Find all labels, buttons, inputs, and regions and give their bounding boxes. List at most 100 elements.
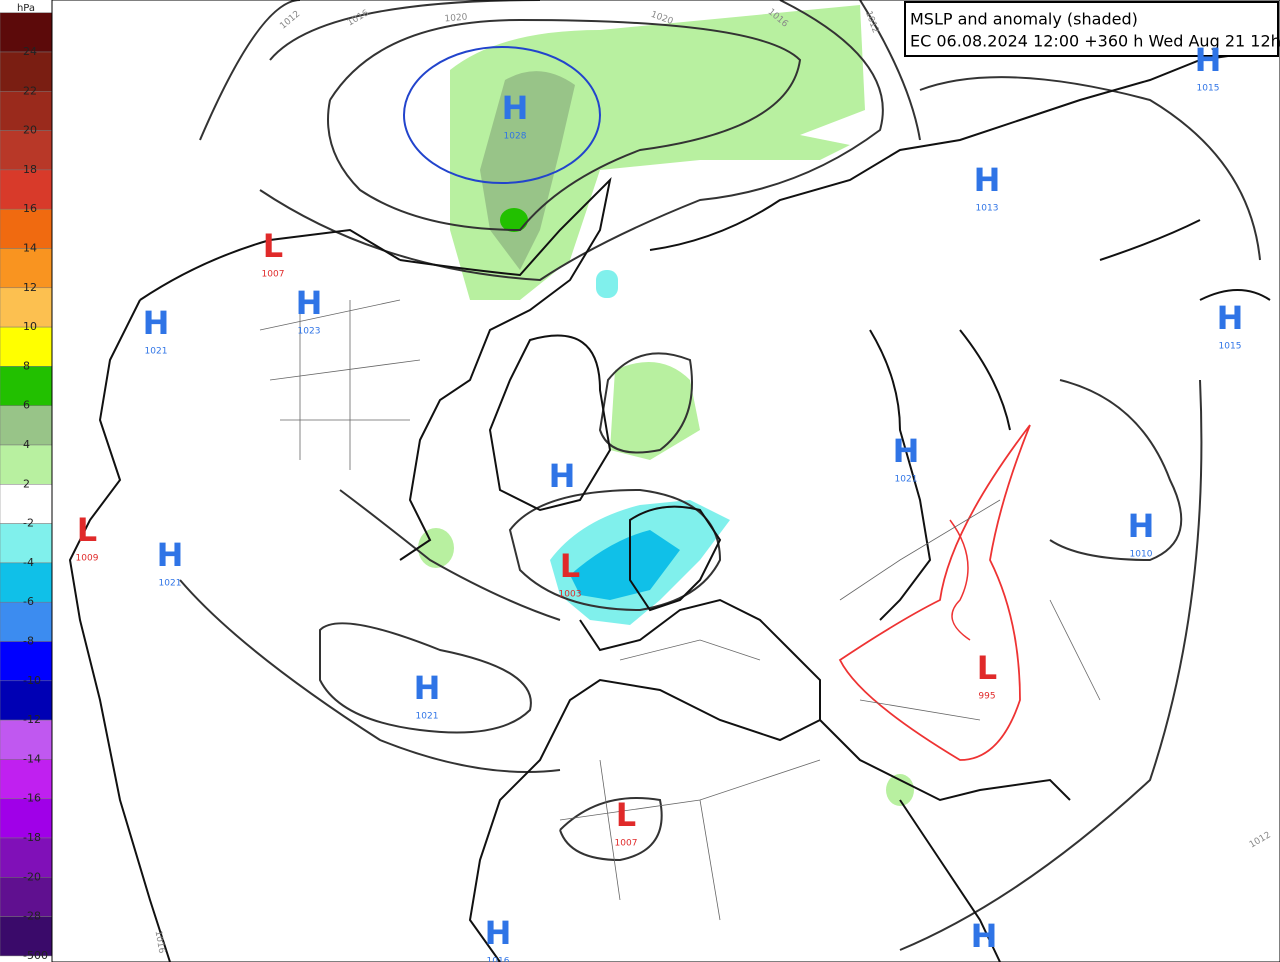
center-pressure: 1021 — [416, 712, 439, 722]
colorbar-label: 22 — [23, 84, 37, 97]
colorbar-label: 4 — [23, 438, 30, 451]
center-letter: H — [549, 457, 576, 495]
colorbar-cell — [0, 484, 53, 524]
center-pressure: 1009 — [76, 554, 99, 564]
border — [259, 299, 1101, 921]
center-letter: H — [893, 432, 920, 470]
isobar — [838, 424, 1031, 761]
coastline — [399, 176, 612, 561]
colorbar-cell — [0, 326, 53, 367]
colorbar-cell — [0, 51, 53, 92]
isobar-label: 1016 — [153, 930, 167, 955]
center-letter: H — [1195, 41, 1222, 79]
colorbar-label: -4 — [23, 556, 34, 569]
isobar — [319, 622, 532, 734]
colorbar-label: 12 — [23, 281, 37, 294]
colorbar-cell — [0, 562, 53, 603]
isobar — [403, 46, 601, 184]
colorbar-cell — [0, 916, 53, 957]
colorbar-label: 10 — [23, 320, 37, 333]
colorbar-cell — [0, 601, 53, 642]
colorbar-label: -14 — [23, 752, 41, 765]
center-pressure: 1015 — [1219, 342, 1242, 352]
isobar — [919, 76, 1261, 562]
colorbar-label: -16 — [23, 792, 41, 805]
center-pressure: 1021 — [895, 475, 918, 485]
map-title: MSLP and anomaly (shaded) — [910, 10, 1138, 29]
coastlines — [68, 49, 1271, 962]
colorbar-cell — [0, 12, 53, 53]
colorbar-label: 6 — [23, 399, 30, 412]
center-pressure: 1007 — [262, 270, 285, 280]
positive-anomaly — [886, 774, 914, 806]
negative-anomaly — [596, 270, 618, 298]
colorbar-cell — [0, 641, 53, 682]
colorbar-cell — [0, 208, 53, 249]
center-letter: H — [485, 914, 512, 952]
center-letter: H — [974, 161, 1001, 199]
center-pressure: 1010 — [1130, 550, 1153, 560]
colorbar-cell — [0, 405, 53, 446]
colorbar-label: 2 — [23, 477, 30, 490]
center-letter: H — [971, 917, 998, 955]
colorbar-label: 20 — [23, 124, 37, 137]
colorbar-label: -20 — [23, 870, 41, 883]
colorbar-label: -18 — [23, 831, 41, 844]
isobar — [598, 352, 693, 454]
colorbar-label: 8 — [23, 359, 30, 372]
isobar — [559, 797, 663, 862]
coastline — [488, 334, 612, 512]
colorbar-label: -500 — [23, 949, 48, 962]
colorbar-label: -10 — [23, 674, 41, 687]
center-pressure: 1021 — [159, 579, 182, 589]
isobar — [179, 489, 561, 773]
colorbar-cell — [0, 366, 53, 406]
center-letter: H — [296, 284, 323, 322]
colorbar-cell — [0, 444, 53, 485]
title-box: MSLP and anomaly (shaded) EC 06.08.2024 … — [904, 1, 1280, 57]
colorbar-label: -28 — [23, 910, 41, 923]
positive-anomaly — [418, 528, 454, 568]
coastline — [68, 228, 401, 962]
colorbar-label: 14 — [23, 242, 37, 255]
colorbar-cell — [0, 130, 53, 171]
colorbar: hPa 24 22 20 18 16 14 12 10 8 6 4 2 -2 -4 -6 -8 -10 -12 -1… — [0, 3, 53, 962]
coastline — [869, 329, 1011, 621]
isobar — [899, 379, 1203, 951]
center-letter: L — [263, 227, 283, 265]
colorbar-cell — [0, 523, 53, 564]
center-letter: H — [502, 89, 529, 127]
center-pressure: 1013 — [976, 204, 999, 214]
center-letter: L — [977, 649, 997, 687]
colorbar-cell — [0, 248, 53, 289]
colorbar-unit: hPa — [17, 3, 35, 14]
center-letter: H — [143, 304, 170, 342]
center-pressure: 1023 — [298, 327, 321, 337]
colorbar-label: -12 — [23, 713, 41, 726]
coastline — [468, 598, 821, 962]
center-pressure: 1016 — [487, 957, 510, 962]
center-letter: H — [1217, 299, 1244, 337]
isobars — [179, 0, 1261, 951]
anomaly-shading — [418, 5, 914, 806]
colorbar-cell — [0, 680, 53, 721]
map-frame — [51, 0, 1280, 962]
isobar — [199, 0, 921, 141]
negative-anomaly — [570, 530, 680, 600]
coastline — [819, 719, 1071, 962]
center-letter: L — [616, 796, 636, 834]
center-pressure: 995 — [978, 692, 995, 702]
coastline — [649, 49, 1271, 251]
colorbar-label: -2 — [23, 517, 34, 530]
center-pressure: 1007 — [615, 839, 638, 849]
borders — [259, 299, 1101, 921]
isobar — [949, 519, 971, 641]
colorbar-label: 24 — [23, 45, 37, 58]
center-letter: L — [560, 547, 580, 585]
center-letter: H — [414, 669, 441, 707]
isobar-label: 1020 — [444, 12, 468, 24]
center-pressure: 1003 — [559, 590, 582, 600]
colorbar-cell — [0, 91, 53, 131]
colorbar-label: -8 — [23, 635, 34, 648]
